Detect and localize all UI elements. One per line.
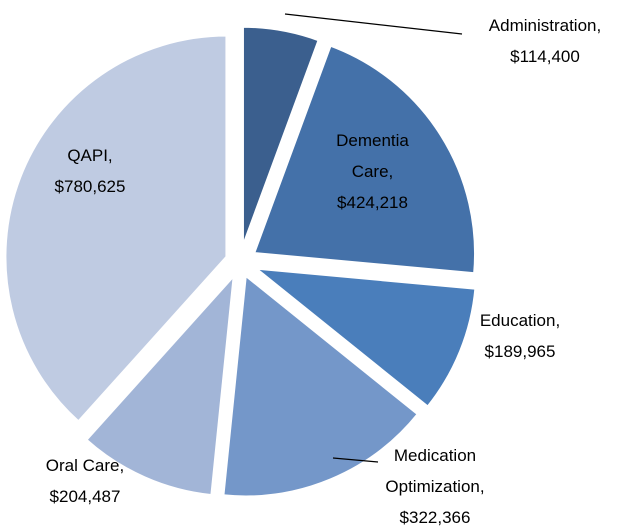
- slice-label: Medication Optimization, $322,366: [340, 440, 530, 529]
- slice-value: $204,487: [49, 487, 121, 506]
- slice-category: QAPI,: [67, 146, 113, 165]
- leader-line: [332, 457, 379, 463]
- slice-category: Dementia Care,: [336, 131, 409, 181]
- slice-label: Education, $189,965: [440, 305, 600, 367]
- slice-category: Oral Care,: [45, 456, 125, 475]
- slice-value: $114,400: [510, 47, 580, 66]
- slice-value: $189,965: [484, 342, 556, 361]
- slice-category: Medication Optimization,: [385, 446, 485, 496]
- slice-label: QAPI, $780,625: [10, 140, 170, 202]
- pie-slice: [251, 43, 477, 276]
- pie-slice: [240, 24, 322, 249]
- slice-value: $424,218: [337, 193, 408, 212]
- pie-slice: [250, 266, 478, 410]
- slice-value: $322,366: [399, 508, 471, 527]
- slice-value: $780,625: [54, 177, 126, 196]
- slice-category: Education,: [479, 311, 561, 330]
- leader-line: [284, 13, 463, 35]
- slice-label: Administration, $114,400: [440, 10, 629, 72]
- pie-slice: [221, 272, 421, 499]
- slice-label: Dementia Care, $424,218: [300, 125, 445, 218]
- slice-label: Oral Care, $204,487: [10, 450, 160, 512]
- slice-category: Administration,: [488, 16, 602, 35]
- pie-slice: [3, 33, 229, 425]
- pie-slice: [83, 270, 237, 498]
